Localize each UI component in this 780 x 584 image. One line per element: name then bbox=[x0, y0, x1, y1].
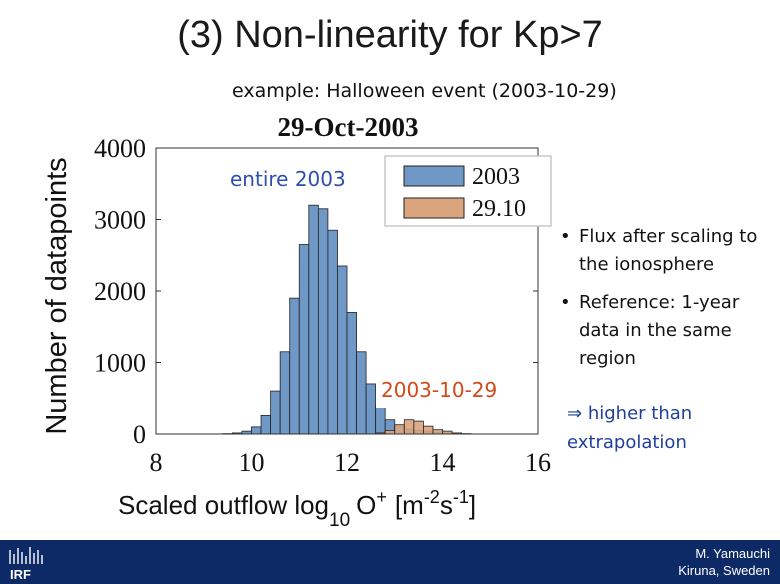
x-axis-label-charge: + bbox=[376, 487, 387, 507]
conclusion-text: higher than extrapolation bbox=[567, 403, 693, 453]
bar-2003-11.5 bbox=[317, 208, 329, 435]
bar-2910-13.1 bbox=[394, 424, 405, 435]
bar-2003-10.7 bbox=[279, 351, 291, 435]
bullet-list: • Flux after scaling to the ionosphere •… bbox=[560, 223, 775, 383]
x-tick-label: 10 bbox=[239, 448, 265, 477]
bar-2003-10.1 bbox=[251, 426, 262, 435]
axes: 0 1000 2000 3000 4000 8 10 12 14 16 bbox=[94, 134, 551, 477]
y-axis-label: Number of datapoints bbox=[41, 157, 73, 434]
x-tick-label: 16 bbox=[525, 448, 551, 477]
bar-2910-13.5 bbox=[413, 420, 424, 435]
bullet-flux-scaling: • Flux after scaling to the ionosphere bbox=[560, 223, 775, 279]
bullet-text: Reference: 1-year data in the same regio… bbox=[579, 292, 740, 369]
legend-swatch-2003 bbox=[403, 165, 465, 187]
chart-title: 29-Oct-2003 bbox=[278, 112, 419, 142]
bullet-marker: • bbox=[560, 292, 571, 313]
annotation-entire-2003-bg bbox=[222, 160, 370, 196]
y-tick-label: 1000 bbox=[94, 349, 146, 378]
bar-2003-11.1 bbox=[298, 244, 310, 435]
x-tick-label: 8 bbox=[150, 448, 163, 477]
bar-2910-13.9 bbox=[432, 429, 443, 435]
footer-author-block: M. Yamauchi Kiruna, Sweden bbox=[678, 545, 770, 579]
y-tick-label: 3000 bbox=[94, 206, 146, 235]
author-location: Kiruna, Sweden bbox=[678, 563, 770, 578]
bar-2003-10.3 bbox=[260, 415, 271, 435]
y-tick-label: 0 bbox=[133, 420, 146, 449]
footer-bar: IRF M. Yamauchi Kiruna, Sweden bbox=[0, 540, 780, 584]
x-axis-label-main: Scaled outflow log bbox=[118, 490, 329, 520]
y-tick-label: 4000 bbox=[94, 134, 146, 163]
bullet-reference: • Reference: 1-year data in the same reg… bbox=[560, 289, 775, 373]
x-axis-label-unit-exp2: -1 bbox=[453, 487, 469, 507]
x-tick-label: 14 bbox=[430, 448, 456, 477]
x-axis-label-sub: 10 bbox=[329, 510, 350, 531]
legend-label-2003: 2003 bbox=[472, 164, 520, 190]
annotation-entire-2003: entire 2003 bbox=[230, 167, 346, 191]
bar-2910-13.7 bbox=[422, 425, 434, 435]
bar-2003-10.5 bbox=[270, 390, 281, 435]
y-tick-label: 2000 bbox=[94, 277, 146, 306]
histogram-chart: 0 1000 2000 3000 4000 8 10 12 14 16 29-Oct-2003 N… bbox=[41, 112, 552, 531]
implies-arrow-icon: ⇒ bbox=[567, 403, 583, 424]
bar-2003-12.5 bbox=[365, 383, 377, 435]
bullet-text: Flux after scaling to the ionosphere bbox=[579, 226, 758, 275]
x-tick-label: 12 bbox=[334, 448, 360, 477]
legend-swatch-2910 bbox=[403, 197, 465, 219]
x-axis-label-unit-open: [m bbox=[395, 490, 424, 520]
bar-2003-11.3 bbox=[308, 204, 319, 435]
bar-2003-12.7 bbox=[375, 404, 386, 435]
bar-2003-10.9 bbox=[289, 297, 300, 435]
bar-2003-11.9 bbox=[337, 265, 348, 435]
bar-2003-11.7 bbox=[327, 229, 338, 435]
annotation-2003-10-29: 2003-10-29 bbox=[381, 378, 497, 402]
legend-label-2910: 29.10 bbox=[472, 196, 526, 222]
slide-title: (3) Non-linearity for Kp>7 bbox=[177, 14, 603, 56]
logo-text: IRF bbox=[10, 567, 31, 582]
bar-2910-12.9 bbox=[384, 430, 396, 435]
annotation-2003-10-29-bg bbox=[376, 372, 514, 408]
x-axis-label-unit-close: ] bbox=[469, 490, 476, 520]
bullet-marker: • bbox=[560, 226, 571, 247]
x-axis-label-unit-exp1: -2 bbox=[424, 487, 440, 507]
bar-2910-13.3 bbox=[403, 419, 415, 435]
x-axis-label-unit-mid: s bbox=[440, 490, 453, 520]
conclusion: ⇒ higher than extrapolation bbox=[567, 399, 777, 457]
author-name: M. Yamauchi bbox=[695, 546, 770, 561]
irf-logo: IRF bbox=[9, 547, 43, 582]
bar-2003-12.1 bbox=[346, 312, 357, 435]
bar-2003-12.3 bbox=[356, 351, 367, 435]
slide-subtitle: example: Halloween event (2003-10-29) bbox=[232, 80, 617, 102]
x-axis-label: Scaled outflow log10 O+ [m-2s-1] bbox=[118, 487, 476, 531]
x-axis-label-species: O bbox=[356, 490, 376, 520]
legend: 2003 29.10 bbox=[384, 155, 552, 227]
